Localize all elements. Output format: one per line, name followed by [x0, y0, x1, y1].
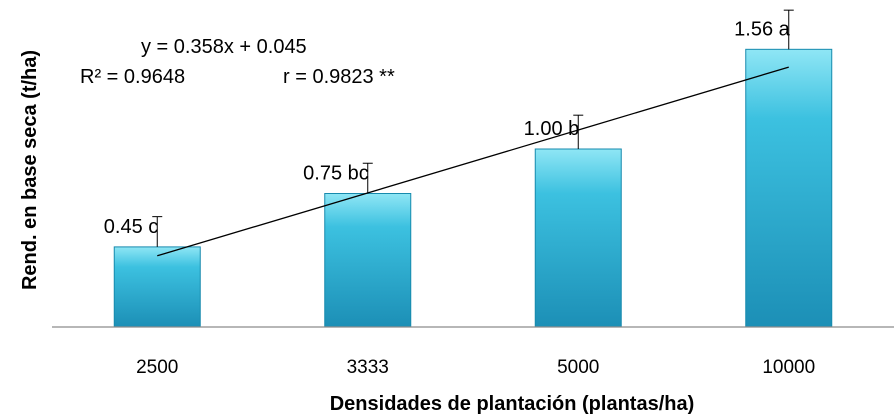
r-squared-text: R² = 0.9648 [80, 66, 185, 88]
x-tick-3333: 3333 [347, 357, 389, 378]
x-tick-5000: 5000 [557, 357, 599, 378]
bar-10000 [745, 48, 833, 328]
x-tick-2500: 2500 [136, 357, 178, 378]
y-axis-title: Rend. en base seca (t/ha) [19, 50, 41, 290]
x-tick-labels: 2500 3333 5000 10000 [136, 357, 815, 378]
data-label-10000: 1.56 a [734, 18, 790, 40]
x-axis-title: Densidades de plantación (plantas/ha) [330, 393, 695, 415]
data-label-5000: 1.00 b [524, 118, 580, 140]
data-label-2500: 0.45 c [104, 216, 158, 238]
bar-2500 [113, 246, 201, 328]
data-labels: 0.45 c 0.75 bc 1.00 b 1.56 a [104, 18, 791, 238]
bar-series [113, 48, 833, 328]
data-label-3333: 0.75 bc [303, 163, 369, 185]
trend-line [157, 66, 789, 257]
r-coefficient-text: r = 0.9823 ** [283, 66, 395, 88]
x-tick-10000: 10000 [762, 357, 815, 378]
equation-text: y = 0.358x + 0.045 [141, 36, 307, 58]
bar-5000 [534, 148, 622, 328]
error-bars [152, 9, 794, 247]
bar-3333 [324, 193, 412, 328]
